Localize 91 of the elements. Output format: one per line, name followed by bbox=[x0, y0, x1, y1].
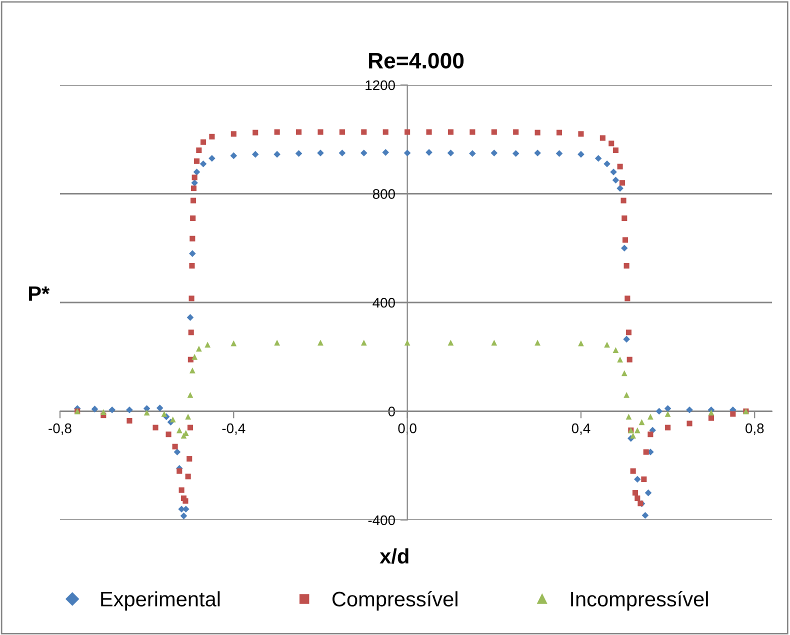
point bbox=[404, 340, 410, 346]
point bbox=[556, 150, 563, 157]
point bbox=[187, 392, 194, 398]
point bbox=[91, 406, 98, 412]
point bbox=[252, 150, 259, 158]
point bbox=[180, 512, 188, 520]
point bbox=[191, 179, 198, 186]
point bbox=[656, 408, 663, 415]
point bbox=[448, 340, 454, 346]
point bbox=[621, 370, 628, 376]
point bbox=[610, 168, 617, 176]
point bbox=[404, 150, 411, 156]
point bbox=[624, 392, 630, 398]
point bbox=[490, 150, 498, 156]
y-axis-title: P* bbox=[29, 286, 50, 301]
point bbox=[630, 432, 636, 439]
point bbox=[578, 150, 584, 158]
point bbox=[664, 405, 672, 412]
x-tick-label: -0,8 bbox=[48, 423, 72, 435]
y-tick-label: 0 bbox=[388, 406, 395, 416]
point bbox=[604, 342, 610, 348]
point bbox=[638, 419, 645, 426]
point bbox=[491, 340, 498, 346]
x-axis-title: x/d bbox=[380, 548, 408, 564]
legend-label: Experimental bbox=[101, 591, 220, 611]
point bbox=[338, 150, 346, 156]
x-tick-label: 0,8 bbox=[746, 423, 764, 435]
point bbox=[161, 411, 168, 417]
point bbox=[360, 340, 367, 346]
point bbox=[647, 414, 654, 420]
point bbox=[623, 336, 630, 343]
point bbox=[642, 512, 649, 519]
x-tick-label: 0,0 bbox=[398, 423, 416, 435]
point bbox=[447, 150, 454, 156]
point bbox=[230, 340, 237, 346]
point bbox=[426, 149, 432, 156]
point bbox=[634, 427, 640, 434]
point bbox=[189, 368, 196, 374]
point bbox=[108, 406, 116, 414]
point bbox=[274, 340, 280, 346]
y-tick-label: -400 bbox=[368, 515, 395, 526]
point bbox=[295, 150, 302, 157]
point bbox=[100, 409, 106, 416]
y-tick-label: 1200 bbox=[366, 80, 395, 90]
point bbox=[469, 150, 476, 157]
x-tick-label: 0,4 bbox=[572, 423, 590, 435]
point bbox=[604, 160, 610, 168]
point bbox=[186, 314, 194, 321]
point bbox=[274, 150, 280, 158]
point bbox=[317, 150, 324, 156]
point bbox=[644, 489, 652, 496]
point bbox=[189, 250, 196, 257]
point bbox=[204, 342, 211, 348]
point bbox=[176, 427, 182, 434]
point bbox=[156, 404, 164, 412]
point bbox=[617, 356, 623, 363]
point bbox=[616, 184, 624, 192]
point bbox=[612, 347, 619, 354]
legend-label: Incompressível bbox=[571, 590, 708, 611]
point bbox=[182, 506, 190, 513]
point bbox=[612, 176, 620, 184]
point bbox=[170, 416, 176, 422]
chart-title: Re=4.000 bbox=[368, 52, 464, 69]
point bbox=[664, 411, 671, 417]
point bbox=[126, 406, 133, 414]
point bbox=[534, 150, 541, 156]
point bbox=[649, 426, 656, 434]
point bbox=[193, 168, 200, 176]
y-tick-label: 400 bbox=[372, 298, 395, 308]
point bbox=[534, 340, 541, 346]
point bbox=[192, 354, 198, 360]
point bbox=[686, 406, 693, 414]
point bbox=[634, 476, 641, 483]
point bbox=[512, 150, 520, 157]
point bbox=[174, 448, 181, 456]
point bbox=[185, 414, 192, 420]
point bbox=[143, 405, 150, 412]
x-tick-label: -0,4 bbox=[222, 423, 246, 435]
point bbox=[626, 414, 632, 420]
legend-label: Compressível bbox=[332, 590, 458, 611]
y-tick-label: 800 bbox=[372, 189, 395, 199]
point bbox=[360, 150, 368, 156]
point bbox=[620, 244, 628, 252]
point bbox=[196, 346, 202, 352]
point bbox=[200, 160, 207, 168]
point bbox=[230, 152, 238, 160]
point bbox=[208, 155, 216, 162]
point bbox=[382, 149, 390, 156]
point bbox=[144, 410, 150, 416]
point bbox=[594, 155, 602, 162]
point bbox=[708, 410, 714, 416]
